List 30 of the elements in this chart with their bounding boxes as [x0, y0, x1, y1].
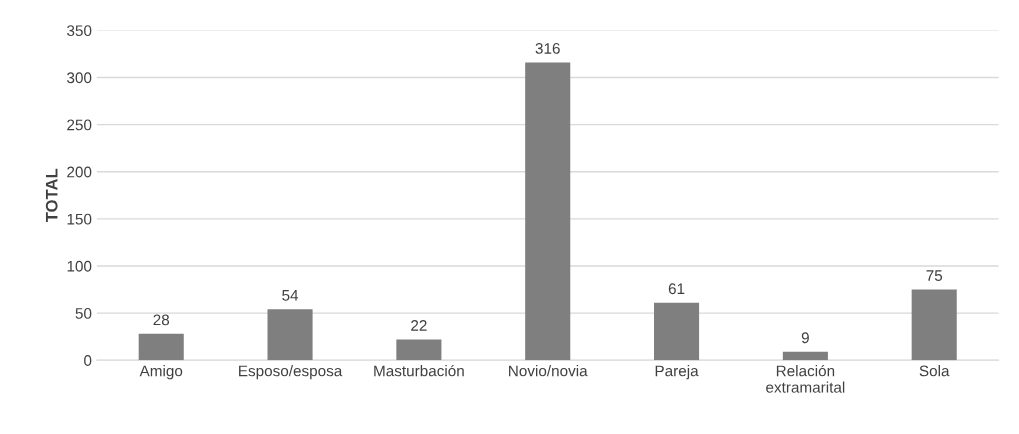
bar — [911, 289, 957, 361]
y-tick-label: 100 — [67, 260, 92, 272]
y-tick-label: 200 — [67, 166, 92, 178]
x-tick-label: Amigo — [139, 365, 183, 380]
data-label: 75 — [926, 270, 943, 281]
y-tick-label: 150 — [67, 213, 92, 225]
y-axis-title: TOTAL — [45, 168, 58, 223]
y-tick-label: 0 — [84, 355, 92, 366]
y-tick-label: 300 — [67, 72, 92, 84]
x-tick-label: Masturbación — [374, 364, 464, 377]
data-label: 54 — [282, 290, 299, 301]
y-tick-label: 250 — [67, 119, 92, 131]
data-label: 9 — [801, 332, 809, 344]
x-tick-label: Pareja — [655, 365, 699, 380]
data-label: 61 — [668, 283, 685, 295]
bar — [138, 333, 184, 361]
data-label: 22 — [411, 320, 427, 331]
y-tick-label: 50 — [75, 307, 92, 319]
bar — [396, 339, 442, 361]
x-tick-label: Esposo/esposa — [239, 365, 343, 380]
data-label: 28 — [153, 314, 170, 326]
x-tick-label: Sola — [919, 365, 950, 377]
x-tick-label: Relación extramarital — [766, 364, 845, 393]
bar — [654, 302, 700, 361]
bar — [782, 351, 828, 361]
y-tick-label: 350 — [67, 25, 92, 37]
bar — [525, 62, 571, 361]
x-tick-label: Novio/novia — [509, 365, 588, 377]
bar — [267, 309, 313, 361]
data-label: 316 — [535, 43, 560, 54]
